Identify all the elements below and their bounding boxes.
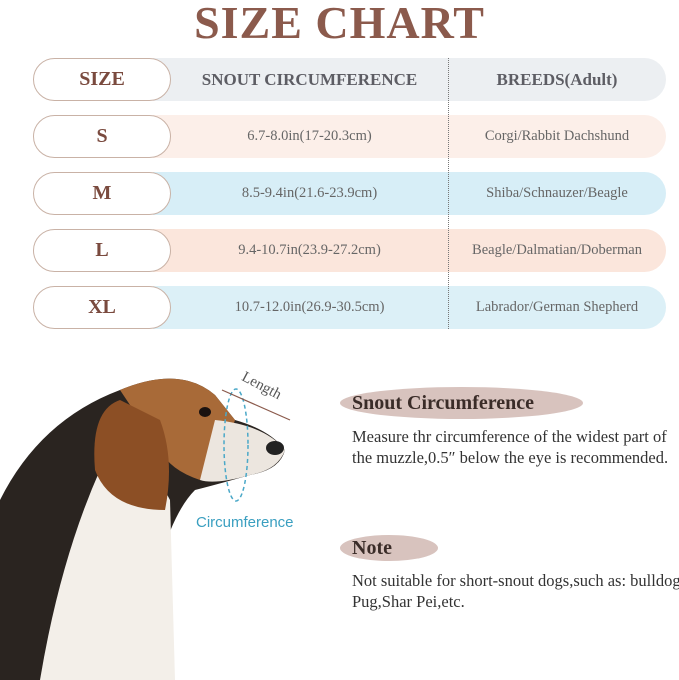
snout-text: Measure thr circumference of the widest …: [352, 427, 669, 467]
snout-cell: 8.5-9.4in(21.6-23.9cm): [241, 185, 378, 201]
size-cell: M: [33, 172, 171, 215]
table-row: XL 10.7-12.0in(26.9-30.5cm) Labrador/Ger…: [33, 286, 666, 329]
table-row: M 8.5-9.4in(21.6-23.9cm) Shiba/Schnauzer…: [33, 172, 666, 215]
table-row: S 6.7-8.0in(17-20.3cm) Corgi/Rabbit Dach…: [33, 115, 666, 158]
snout-cell: 10.7-12.0in(26.9-30.5cm): [234, 299, 385, 315]
size-cell: L: [33, 229, 171, 272]
note-text: Not suitable for short-snout dogs,such a…: [352, 571, 679, 611]
snout-heading: Snout Circumference: [340, 387, 583, 419]
table-header: SIZE SNOUT CIRCUMFERENCE BREEDS(Adult): [33, 58, 666, 101]
row-band: [153, 115, 666, 158]
snout-cell: 6.7-8.0in(17-20.3cm): [247, 128, 372, 144]
header-breeds: BREEDS(Adult): [496, 69, 618, 89]
note-heading: Note: [340, 535, 438, 561]
circumference-label: Circumference: [196, 514, 294, 531]
row-band: [153, 58, 666, 101]
breeds-cell: Beagle/Dalmatian/Doberman: [472, 242, 642, 258]
table-row: L 9.4-10.7in(23.9-27.2cm) Beagle/Dalmati…: [33, 229, 666, 272]
breeds-cell: Corgi/Rabbit Dachshund: [484, 128, 630, 144]
breeds-cell: Shiba/Schnauzer/Beagle: [486, 185, 628, 201]
snout-cell: 9.4-10.7in(23.9-27.2cm): [238, 242, 381, 258]
size-cell: XL: [33, 286, 171, 329]
size-cell: S: [33, 115, 171, 158]
page-title: SIZE CHART: [194, 0, 485, 48]
header-snout: SNOUT CIRCUMFERENCE: [201, 69, 418, 89]
row-band: [153, 286, 666, 329]
breeds-cell: Labrador/German Shepherd: [475, 299, 639, 315]
row-band: [153, 229, 666, 272]
column-divider: [448, 58, 449, 329]
row-band: [153, 172, 666, 215]
header-size: SIZE: [33, 58, 171, 101]
beagle-photo: [0, 378, 291, 680]
